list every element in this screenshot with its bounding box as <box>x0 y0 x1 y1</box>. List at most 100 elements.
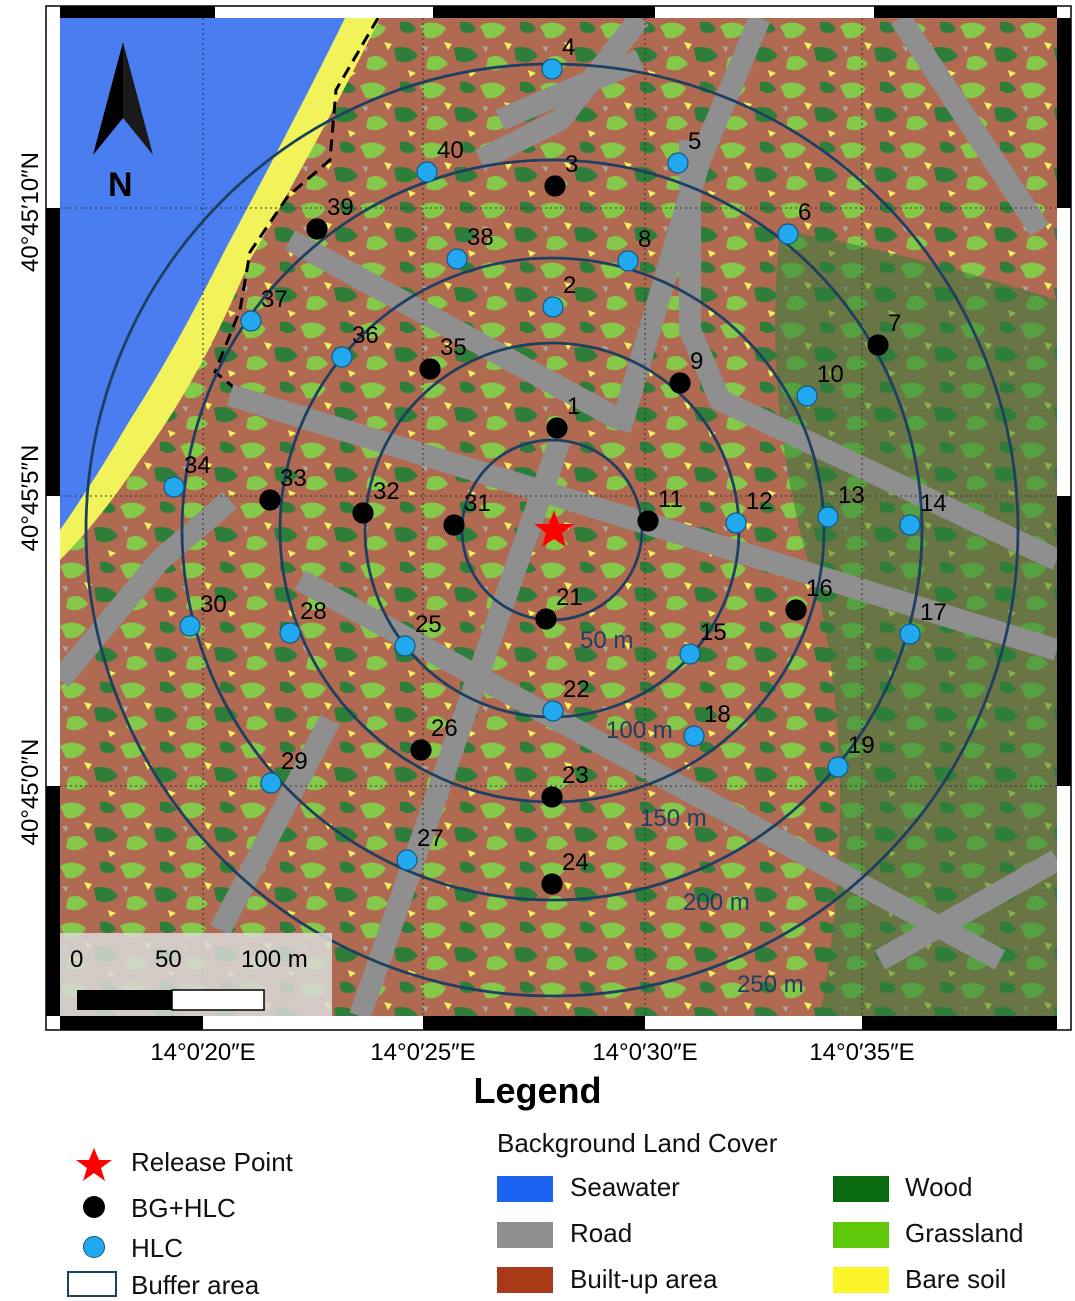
sample-point-label-7: 7 <box>888 310 901 337</box>
legend-release-star-icon <box>76 1148 112 1181</box>
sample-point-label-22: 22 <box>563 676 590 703</box>
lat-label-10: 40°45′10″N <box>17 152 44 272</box>
sample-point-label-9: 9 <box>690 348 703 375</box>
legend-bare-soil-swatch <box>833 1267 889 1293</box>
legend-road-swatch <box>497 1222 553 1248</box>
sample-point-label-15: 15 <box>700 619 727 646</box>
sample-point-label-23: 23 <box>562 762 589 789</box>
sample-point-31-bg-hlc <box>443 514 465 536</box>
sample-point-11-bg-hlc <box>637 510 659 532</box>
ring-label-200: 200 m <box>683 889 750 916</box>
ring-label-50: 50 m <box>580 627 633 654</box>
sample-point-2-hlc <box>542 296 564 318</box>
sample-point-label-26: 26 <box>431 715 458 742</box>
ring-labels: 50 m 100 m 150 m 200 m 250 m <box>580 627 804 998</box>
sample-point-35-bg-hlc <box>419 358 441 380</box>
scale-label-0: 0 <box>70 946 83 973</box>
legend-seawater-label: Seawater <box>570 1172 680 1202</box>
sample-point-label-16: 16 <box>806 575 833 602</box>
legend-hlc-label: HLC <box>131 1233 184 1263</box>
scale-bar-black-segment <box>77 990 172 1010</box>
sample-point-label-39: 39 <box>327 194 354 221</box>
sample-point-34-hlc <box>163 476 185 498</box>
sample-point-label-18: 18 <box>704 701 731 728</box>
sample-point-label-33: 33 <box>280 465 307 492</box>
sample-point-label-30: 30 <box>200 591 227 618</box>
sample-point-label-27: 27 <box>417 825 444 852</box>
sample-point-22-hlc <box>542 700 564 722</box>
sample-point-37-hlc <box>240 310 262 332</box>
sample-point-label-6: 6 <box>798 199 811 226</box>
legend-buffer-area-label: Buffer area <box>131 1270 260 1300</box>
sample-point-label-11: 11 <box>658 486 683 513</box>
legend-seawater-swatch <box>497 1176 553 1202</box>
sample-point-label-5: 5 <box>688 128 701 155</box>
sample-point-38-hlc <box>446 248 468 270</box>
axis-labels: 40°45′10″N 40°45′5″N 40°45′0″N 14°0′20″E… <box>17 152 915 1066</box>
legend-road-label: Road <box>570 1218 633 1248</box>
sample-point-label-32: 32 <box>373 478 400 505</box>
sample-point-label-4: 4 <box>562 34 575 61</box>
sample-point-label-24: 24 <box>562 849 589 876</box>
sample-point-label-3: 3 <box>565 151 578 178</box>
sample-point-label-14: 14 <box>920 490 947 517</box>
north-arrow-icon: N <box>93 42 153 204</box>
legend-release-point-label: Release Point <box>131 1147 293 1177</box>
sample-point-label-21: 21 <box>556 584 583 611</box>
sample-point-26-bg-hlc <box>410 739 432 761</box>
sample-point-30-hlc <box>179 615 201 637</box>
scale-bar-white-segment <box>171 989 265 1011</box>
roads <box>60 18 1057 1016</box>
lon-label-20: 14°0′20″E <box>150 1039 255 1066</box>
lon-label-25: 14°0′25″E <box>370 1039 475 1066</box>
sample-point-18-hlc <box>683 725 705 747</box>
sample-point-19-hlc <box>827 756 849 778</box>
sample-point-27-hlc <box>396 849 418 871</box>
legend-wood-label: Wood <box>905 1172 973 1202</box>
sample-point-label-35: 35 <box>440 334 467 361</box>
sample-point-17-hlc <box>899 623 921 645</box>
sample-point-label-8: 8 <box>638 226 651 253</box>
sample-point-label-38: 38 <box>467 224 494 251</box>
sample-point-32-bg-hlc <box>352 502 374 524</box>
sample-point-label-31: 31 <box>464 490 491 517</box>
sample-point-40-hlc <box>416 161 438 183</box>
sample-point-label-2: 2 <box>563 272 576 299</box>
legend-builtup-swatch <box>497 1267 553 1293</box>
sample-point-33-bg-hlc <box>259 489 281 511</box>
wood-area <box>775 230 1057 1016</box>
lon-label-35: 14°0′35″E <box>809 1039 914 1066</box>
release-point-star-icon <box>534 510 574 547</box>
legend-grassland-swatch <box>833 1222 889 1248</box>
scale-label-50: 50 <box>155 946 182 973</box>
sample-point-label-19: 19 <box>848 732 875 759</box>
sample-point-label-40: 40 <box>437 137 464 164</box>
sample-point-label-12: 12 <box>746 488 773 515</box>
sample-point-23-bg-hlc <box>541 786 563 808</box>
scale-bar: 0 50 100 m <box>70 946 308 1011</box>
legend-builtup-label: Built-up area <box>570 1264 718 1294</box>
sample-point-label-37: 37 <box>261 286 288 313</box>
sample-point-10-hlc <box>796 385 818 407</box>
sample-point-4-hlc <box>541 58 563 80</box>
sample-point-3-bg-hlc <box>544 175 566 197</box>
map-border-ticks <box>46 6 1071 1030</box>
sample-point-29-hlc <box>260 772 282 794</box>
sample-point-label-17: 17 <box>920 599 947 626</box>
sample-point-label-28: 28 <box>300 598 327 625</box>
sample-point-12-hlc <box>725 512 747 534</box>
sample-point-39-bg-hlc <box>306 218 328 240</box>
sample-point-8-hlc <box>617 250 639 272</box>
sample-point-13-hlc <box>817 506 839 528</box>
lat-label-5: 40°45′5″N <box>17 445 44 552</box>
legend-bg-hlc-label: BG+HLC <box>131 1193 236 1223</box>
sample-point-1-bg-hlc <box>546 417 568 439</box>
sample-point-21-bg-hlc <box>535 608 557 630</box>
sample-point-25-hlc <box>394 635 416 657</box>
legend-bare-soil-label: Bare soil <box>905 1264 1007 1294</box>
sample-point-15-hlc <box>679 643 701 665</box>
scale-label-100: 100 m <box>241 946 308 973</box>
legend-bg-hlc-dot-icon <box>83 1196 105 1218</box>
